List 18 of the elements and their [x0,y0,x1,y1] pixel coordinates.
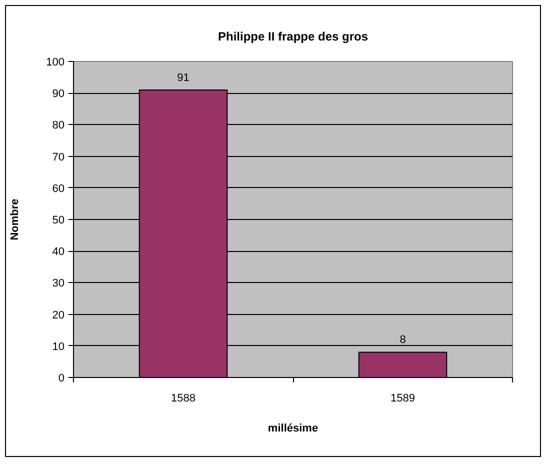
y-tick-label: 80 [52,120,65,132]
y-tick-label: 0 [58,372,65,384]
y-tick-label: 70 [52,151,65,164]
y-tick-label: 60 [52,182,65,195]
chart-title: Philippe II frappe des gros [218,30,368,44]
y-tick-label: 30 [52,278,65,290]
y-tick-label: 40 [52,246,65,258]
x-tick-label: 1588 [171,392,196,404]
y-tick-label: 50 [52,214,65,226]
y-tick-label: 100 [46,56,65,68]
data-label: 8 [400,334,406,346]
y-tick-label: 10 [52,340,65,353]
y-tick-label: 20 [52,309,65,322]
data-label: 91 [177,72,190,84]
x-axis-title: millésime [268,422,318,434]
y-tick-label: 90 [52,88,65,100]
x-tick-label: 1589 [390,392,415,404]
y-axis-title: Nombre [9,198,22,240]
